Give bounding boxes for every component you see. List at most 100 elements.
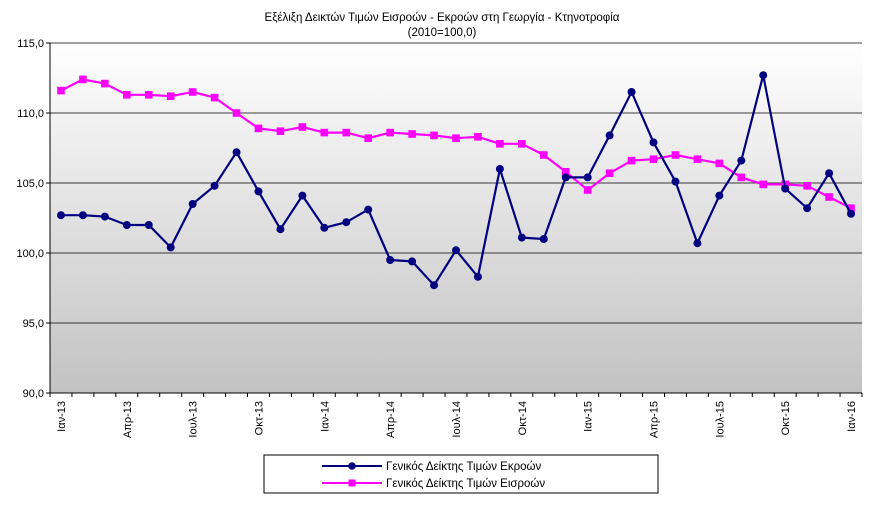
x-axis-tick-labels: Ιαν-13 Απρ-13 Ιουλ-13 Οκτ-13 Ιαν-14 Απρ-14 Ιου… (56, 401, 858, 438)
data-point-input (408, 130, 416, 138)
data-point-input (518, 140, 526, 148)
x-tick-label: Ιαν-14 (319, 401, 331, 432)
data-point-input (583, 186, 592, 194)
data-point-output (715, 191, 724, 200)
data-point-output (166, 243, 175, 252)
data-point-input (144, 91, 153, 99)
data-point-output (210, 181, 219, 190)
data-point-output (364, 205, 373, 214)
data-point-input (254, 124, 263, 133)
x-tick-label: Απρ-15 (649, 401, 661, 438)
data-point-output (517, 233, 526, 242)
data-point-input (825, 193, 833, 201)
data-point-output (78, 211, 87, 220)
x-tick-label: Απρ-14 (385, 401, 397, 438)
x-tick-label: Ιαν-13 (56, 401, 68, 432)
data-point-output (298, 191, 307, 200)
data-point-input (188, 88, 197, 96)
data-point-input (649, 155, 658, 163)
x-tick-label: Απρ-13 (122, 401, 134, 438)
x-tick-label: Ιουλ-13 (188, 401, 200, 438)
series-lines (56, 71, 856, 290)
x-tick-label: Οκτ-15 (780, 401, 792, 435)
data-point-output (452, 246, 460, 255)
data-point-input (759, 180, 768, 189)
data-point-output (693, 239, 702, 248)
data-point-output (847, 209, 856, 218)
x-tick-label: Οκτ-14 (517, 401, 529, 435)
data-point-input (671, 151, 680, 159)
data-point-output (144, 221, 153, 229)
data-point-input (627, 156, 636, 165)
x-tick-label: Ιαν-15 (583, 401, 595, 432)
y-tick-label: 115,0 (17, 38, 44, 50)
data-point-input (79, 75, 87, 84)
legend-box (263, 454, 659, 494)
data-point-output (539, 235, 548, 243)
data-point-output (605, 131, 614, 140)
data-point-input (232, 109, 241, 117)
x-tick-label: Ιαν-16 (846, 401, 858, 432)
data-point-output (232, 148, 241, 157)
data-point-output (430, 281, 439, 290)
data-point-input (342, 128, 351, 137)
data-point-input (386, 128, 394, 137)
legend: Γενικός Δείκτης Τιμών Εκροών Γενικός Δεί… (263, 454, 659, 494)
legend-label-output: Γενικός Δείκτης Τιμών Εκροών (386, 461, 541, 473)
data-point-input (101, 79, 109, 88)
y-tick-label: 95,0 (23, 318, 44, 330)
data-point-output (561, 173, 570, 182)
data-point-output (122, 221, 131, 229)
data-point-output (671, 177, 680, 186)
x-tick-label: Ιουλ-15 (714, 401, 726, 438)
data-point-output (342, 218, 351, 227)
data-point-input (320, 128, 329, 137)
x-tick-label: Ιουλ-14 (451, 401, 463, 438)
legend-label-input: Γενικός Δείκτης Τιμών Εισροών (386, 478, 545, 490)
data-point-input (210, 93, 219, 102)
data-point-output (759, 71, 768, 80)
data-point-input (803, 182, 811, 190)
data-point-output (386, 256, 395, 264)
data-point-output (649, 138, 658, 147)
data-point-input (539, 151, 548, 159)
data-point-input (737, 173, 746, 182)
data-point-output (781, 184, 790, 193)
data-point-output (320, 223, 329, 232)
data-point-output (254, 187, 263, 196)
data-point-output (803, 204, 812, 213)
y-tick-label: 90,0 (23, 388, 44, 400)
data-point-input (605, 169, 614, 177)
axes (46, 42, 863, 397)
data-point-input (474, 133, 482, 141)
legend-marker-output (348, 462, 356, 470)
data-point-output (627, 88, 636, 96)
data-point-output (408, 257, 417, 266)
chart-title: Εξέλιξη Δεικτών Τιμών Εισροών - Εκροών σ… (265, 12, 620, 24)
data-point-output (188, 200, 197, 208)
data-point-output (473, 272, 482, 281)
data-point-input (715, 159, 724, 168)
data-point-output (825, 169, 834, 178)
data-point-input (276, 127, 285, 135)
data-point-input (430, 131, 438, 140)
data-point-input (298, 123, 307, 131)
y-tick-label: 100,0 (16, 248, 44, 260)
data-point-output (276, 225, 285, 234)
data-point-input (364, 134, 373, 142)
data-point-input (847, 204, 855, 212)
data-point-output (100, 212, 109, 221)
data-point-output (56, 211, 65, 220)
data-point-input (693, 155, 702, 163)
x-tick-label: Οκτ-13 (253, 401, 265, 435)
data-point-input (452, 134, 460, 142)
data-point-input (166, 92, 175, 100)
data-point-input (496, 140, 504, 148)
y-tick-label: 110,0 (17, 108, 44, 120)
data-point-input (561, 168, 570, 176)
y-axis-tick-labels: 90,0 95,0 100,0 105,0 110,0 115,0 (16, 38, 44, 400)
data-point-output (583, 173, 592, 182)
data-point-output (495, 165, 504, 173)
y-tick-label: 105,0 (16, 178, 44, 190)
